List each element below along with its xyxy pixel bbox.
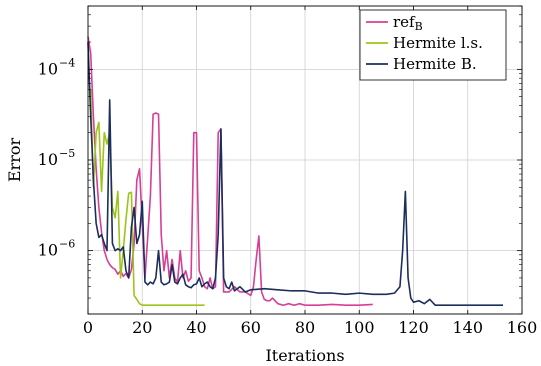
legend-label: Hermite l.s. (393, 34, 483, 52)
y-axis-label: Error (5, 138, 24, 183)
x-tick-label: 0 (83, 318, 93, 337)
x-tick-label: 80 (295, 318, 315, 337)
x-tick-label: 140 (452, 318, 483, 337)
series-group (87, 36, 504, 307)
y-tick-label: 10 (38, 59, 58, 78)
x-tick-label: 100 (344, 318, 375, 337)
series-line (87, 36, 373, 307)
series-line (87, 42, 504, 307)
y-tick-exponent: −5 (59, 147, 75, 160)
y-tick-exponent: −6 (59, 238, 75, 251)
x-tick-label: 120 (398, 318, 429, 337)
x-tick-label: 40 (186, 318, 206, 337)
y-tick-label: 10 (38, 241, 58, 260)
x-tick-label: 20 (132, 318, 152, 337)
legend-label: Hermite B. (393, 55, 477, 73)
y-tick-exponent: −4 (59, 56, 75, 69)
x-tick-label: 160 (507, 318, 538, 337)
y-tick-label: 10 (38, 150, 58, 169)
x-axis-label: Iterations (265, 346, 344, 365)
x-tick-label: 60 (241, 318, 261, 337)
legend-label: refB (393, 13, 423, 33)
series-line (89, 89, 205, 307)
